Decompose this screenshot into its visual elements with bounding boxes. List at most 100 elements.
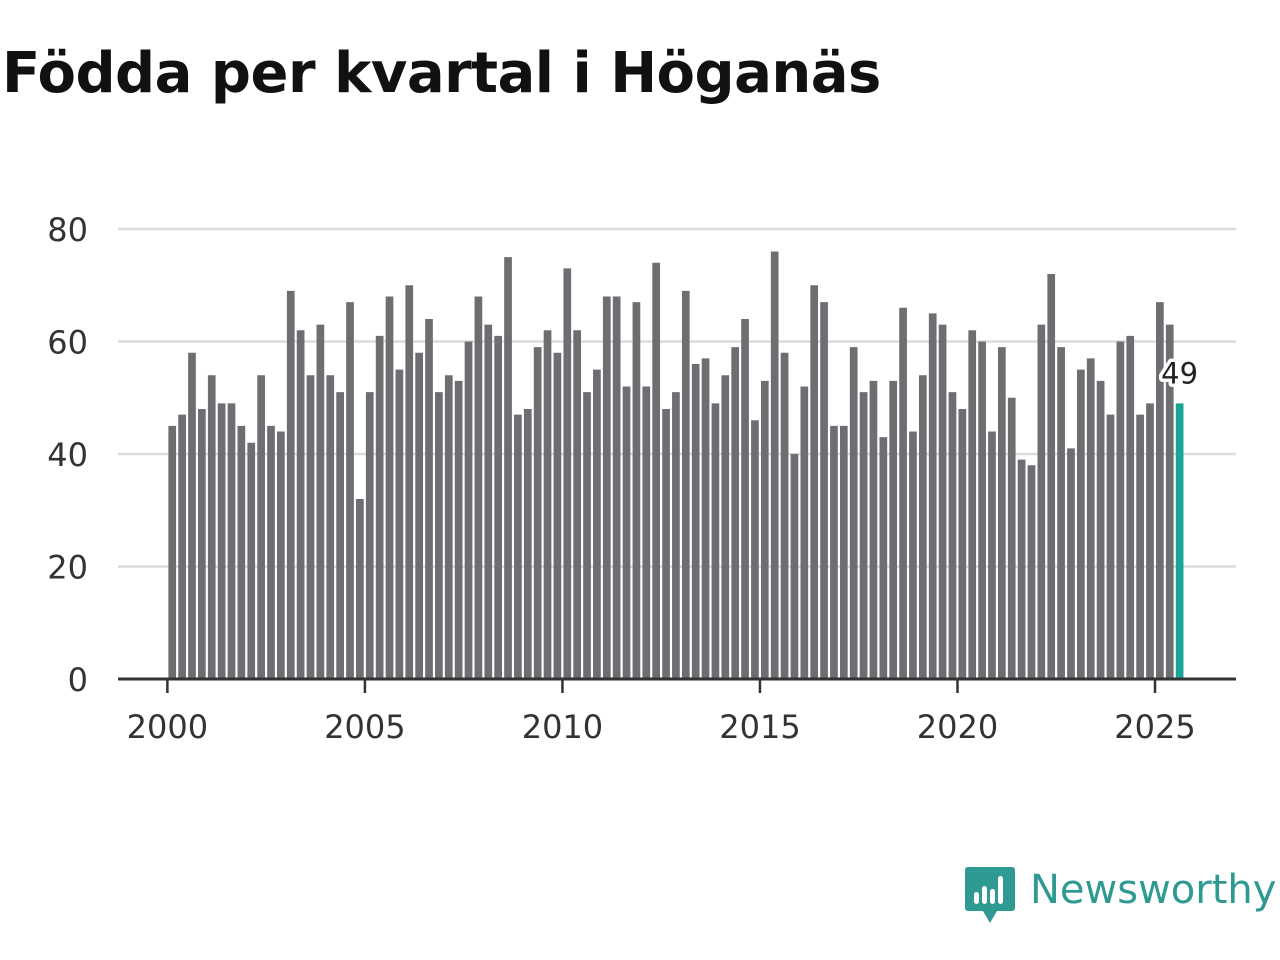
- bar: [1096, 380, 1105, 679]
- bar: [435, 392, 443, 679]
- y-tick-label: 20: [47, 549, 88, 587]
- bar: [533, 347, 542, 679]
- bar: [474, 296, 483, 679]
- bar: [938, 324, 947, 679]
- bar: [188, 352, 196, 679]
- bar: [889, 380, 898, 679]
- bar: [810, 285, 819, 679]
- bar: [948, 392, 957, 679]
- bar: [494, 335, 503, 679]
- bar: [909, 431, 917, 679]
- bar: [395, 369, 404, 679]
- bar: [968, 330, 977, 679]
- bar: [425, 319, 433, 679]
- bar: [523, 409, 532, 679]
- bar: [563, 268, 572, 679]
- bar: [1037, 324, 1046, 679]
- bar: [514, 414, 522, 679]
- last-value-annotation: 49: [1158, 353, 1202, 394]
- bar: [1106, 414, 1115, 679]
- bar: [1126, 335, 1135, 679]
- bar: [988, 431, 996, 679]
- y-tick-label: 0: [68, 661, 88, 699]
- bar: [267, 425, 275, 679]
- x-tick-label: 2005: [324, 708, 405, 746]
- bar: [879, 437, 888, 679]
- bar: [978, 341, 986, 679]
- bar: [1067, 448, 1075, 679]
- last-value-label: 49: [1161, 356, 1198, 390]
- bar: [632, 302, 641, 679]
- bar: [178, 414, 186, 679]
- bar: [958, 409, 967, 679]
- bar: [721, 375, 730, 679]
- bar: [830, 425, 838, 679]
- bar: [612, 296, 621, 679]
- bar: [681, 290, 690, 679]
- bar: [237, 425, 246, 679]
- bar: [365, 392, 374, 679]
- bar: [306, 375, 315, 679]
- bar: [899, 307, 907, 679]
- bar: [1156, 302, 1164, 679]
- bar: [553, 352, 562, 679]
- y-tick-label: 80: [47, 211, 88, 249]
- bar: [316, 324, 325, 679]
- newsworthy-logo-icon: [965, 867, 1015, 923]
- y-tick-label: 40: [47, 436, 88, 474]
- bar: [820, 302, 828, 679]
- bar: [454, 380, 463, 679]
- bar: [277, 431, 285, 679]
- bar: [622, 386, 631, 679]
- x-tick-label: 2000: [127, 708, 208, 746]
- bar: [217, 403, 226, 679]
- newsworthy-brand: Newsworthy: [964, 864, 1276, 926]
- bar-highlight: [1175, 403, 1184, 679]
- bar: [257, 375, 265, 679]
- y-tick-label: 60: [47, 324, 88, 362]
- bar: [415, 352, 423, 679]
- bar: [770, 251, 779, 679]
- x-tick-label: 2015: [719, 708, 800, 746]
- bar: [375, 335, 384, 679]
- bar: [602, 296, 611, 679]
- bar: [346, 302, 354, 679]
- bar: [385, 296, 394, 679]
- bar: [583, 392, 591, 679]
- y-tick-labels: 0 20 40 60 80: [47, 211, 88, 699]
- bar: [1047, 274, 1056, 679]
- bar: [484, 324, 493, 679]
- bar: [227, 403, 236, 679]
- bar: [356, 499, 364, 679]
- bar: [296, 330, 305, 679]
- x-tick-labels: 2000 2005 2010 2015 2020 2025: [127, 708, 1196, 746]
- bar: [691, 364, 700, 679]
- x-axis: [118, 677, 1236, 693]
- bar: [247, 442, 256, 679]
- bar: [928, 313, 937, 679]
- bar: [1027, 465, 1036, 679]
- bar: [1136, 414, 1144, 679]
- bar: [869, 380, 878, 679]
- x-tick-label: 2020: [917, 708, 998, 746]
- bar: [286, 290, 295, 679]
- bar: [444, 375, 453, 679]
- bar: [543, 330, 552, 679]
- bar: [672, 392, 680, 679]
- bar: [741, 319, 749, 679]
- bar: [1146, 403, 1154, 679]
- bar: [997, 347, 1006, 679]
- bar: [1165, 324, 1174, 679]
- bar: [1086, 358, 1095, 679]
- bar: [1007, 397, 1016, 679]
- bar: [790, 454, 799, 679]
- bars: [168, 251, 1184, 679]
- bar: [326, 375, 335, 679]
- bar: [731, 347, 740, 679]
- bar: [800, 386, 809, 679]
- bar: [662, 409, 670, 679]
- bar: [839, 425, 848, 679]
- bar: [849, 347, 858, 679]
- bar: [918, 375, 927, 679]
- bar: [504, 257, 512, 679]
